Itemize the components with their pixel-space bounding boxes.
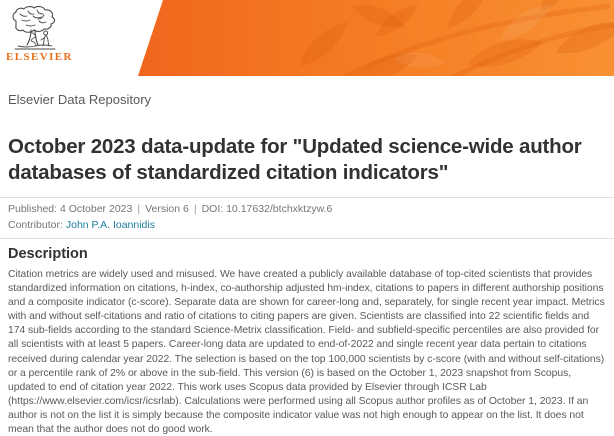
description-text: Citation metrics are widely used and mis… bbox=[8, 269, 605, 436]
published-text: Published: 4 October 2023 bbox=[8, 203, 133, 215]
dataset-meta: Published: 4 October 2023 | Version 6 | DOI:… bbox=[8, 203, 332, 215]
site-name: Elsevier Data Repository bbox=[8, 92, 152, 107]
divider bbox=[0, 238, 614, 239]
divider bbox=[0, 197, 614, 198]
elsevier-wordmark: ELSEVIER bbox=[6, 51, 73, 63]
banner-graphic bbox=[0, 0, 614, 80]
contributor-label: Contributor: bbox=[8, 219, 63, 231]
description-heading: Description bbox=[8, 246, 88, 262]
version-text: Version 6 bbox=[145, 203, 189, 215]
doi-text: DOI: 10.17632/btchxktzyw.6 bbox=[201, 203, 333, 215]
meta-separator: | bbox=[137, 203, 141, 215]
elsevier-logo-link[interactable]: ELSEVIER bbox=[6, 6, 76, 63]
meta-separator: | bbox=[193, 203, 197, 215]
elsevier-tree-emblem-icon bbox=[12, 6, 56, 50]
contributor-line: Contributor: John P.A. Ioannidis bbox=[8, 219, 155, 231]
contributor-link[interactable]: John P.A. Ioannidis bbox=[65, 219, 155, 231]
page-title: October 2023 data-update for "Updated sc… bbox=[8, 135, 582, 184]
banner-leaf-pattern-icon bbox=[138, 0, 614, 76]
